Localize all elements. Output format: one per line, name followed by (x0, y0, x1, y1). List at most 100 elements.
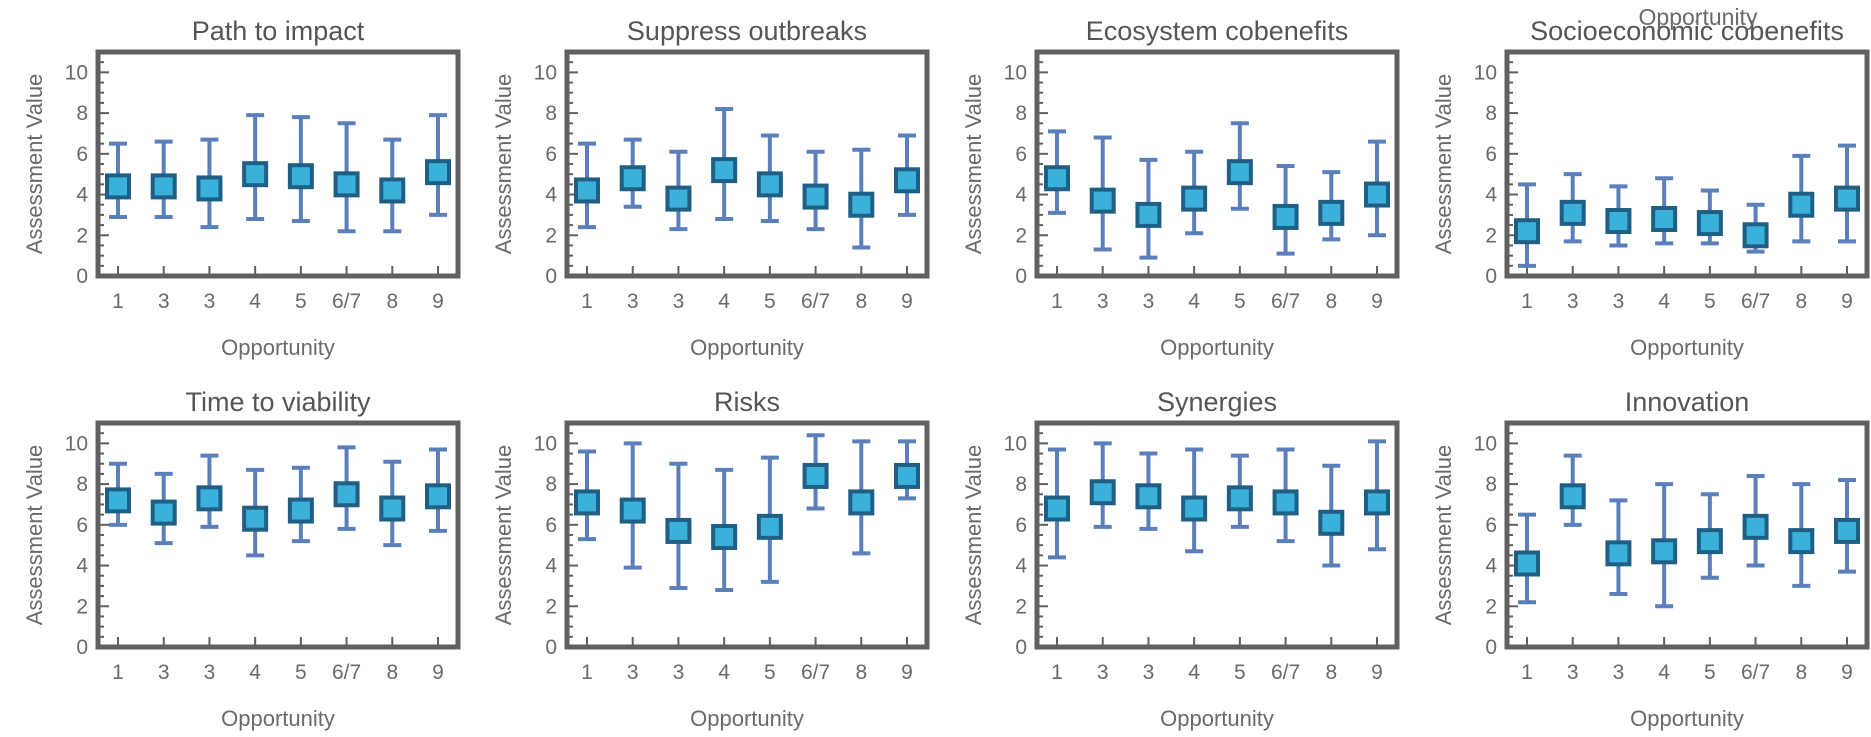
panel-3: Ecosystem cobenefits 0 2 4 6 8 10 1 3 3 4 5 6/7 8 9 Opp… (961, 16, 1400, 360)
x-tick-label: 3 (627, 661, 639, 684)
x-tick-label: 6/7 (332, 661, 361, 684)
x-tick-label: 6/7 (1271, 290, 1300, 313)
plot-frame (564, 49, 930, 279)
data-point (150, 173, 177, 200)
data-point (1696, 528, 1723, 555)
x-tick-label: 8 (1325, 661, 1337, 684)
y-tick-label: 6 (1485, 514, 1497, 537)
x-tick-label: 3 (204, 661, 216, 684)
data-point (242, 161, 269, 188)
x-tick-label: 9 (1841, 290, 1853, 313)
x-tick-label: 5 (295, 661, 307, 684)
y-tick-label: 10 (65, 432, 88, 455)
data-point (196, 175, 223, 202)
y-tick-label: 2 (76, 595, 88, 618)
x-axis-label: Opportunity (1160, 706, 1274, 731)
x-tick-label: 4 (1658, 661, 1670, 684)
plot-frame (1504, 420, 1870, 650)
data-point (1181, 185, 1208, 212)
data-point (894, 462, 920, 489)
x-tick-label: 1 (581, 661, 593, 684)
plot-frame (1504, 49, 1870, 279)
data-point (1135, 483, 1162, 510)
x-tick-label: 5 (1234, 290, 1246, 313)
data-point (1181, 495, 1208, 522)
x-tick-label: 1 (1051, 290, 1063, 313)
data-point (1272, 203, 1299, 230)
y-tick-label: 4 (76, 184, 88, 207)
y-tick-label: 6 (76, 143, 88, 166)
x-tick-label: 3 (204, 290, 216, 313)
data-point (1044, 495, 1070, 522)
y-tick-label: 10 (1004, 61, 1027, 84)
x-tick-label: 1 (581, 290, 593, 313)
x-tick-label: 8 (1795, 290, 1807, 313)
y-tick-label: 2 (76, 224, 88, 247)
x-tick-label: 4 (249, 290, 261, 313)
y-tick-label: 4 (1015, 555, 1027, 578)
x-tick-label: 3 (1097, 290, 1109, 313)
y-tick-label: 4 (1015, 184, 1027, 207)
data-point (1514, 550, 1540, 577)
x-tick-label: 5 (295, 290, 307, 313)
stray-opportunity-label: Opportunity (1639, 4, 1758, 30)
y-tick-label: 4 (1485, 184, 1497, 207)
data-point (1788, 191, 1815, 218)
y-tick-label: 6 (545, 143, 557, 166)
y-tick-label: 6 (545, 514, 557, 537)
x-tick-label: 9 (1371, 661, 1383, 684)
data-point (1044, 165, 1070, 192)
y-tick-label: 0 (1485, 265, 1497, 288)
x-tick-label: 8 (1325, 290, 1337, 313)
panel-title: Innovation (1625, 387, 1750, 417)
panel-title: Risks (714, 387, 780, 417)
x-tick-label: 6/7 (1741, 290, 1770, 313)
y-tick-label: 2 (545, 224, 557, 247)
x-tick-label: 1 (112, 661, 124, 684)
x-axis-label: Opportunity (221, 706, 335, 731)
x-tick-label: 5 (1704, 661, 1716, 684)
y-tick-label: 0 (76, 636, 88, 659)
data-point (1226, 159, 1253, 186)
y-tick-label: 6 (1015, 514, 1027, 537)
y-axis-label: Assessment Value (491, 74, 516, 255)
plot-frame (564, 420, 930, 650)
data-point (1318, 199, 1345, 226)
data-point (848, 191, 875, 218)
data-point (1226, 485, 1253, 512)
panel-title: Suppress outbreaks (627, 16, 867, 46)
y-tick-label: 4 (76, 555, 88, 578)
panel-title: Socioeconomic cobenefits (1530, 16, 1844, 46)
data-point (619, 165, 646, 192)
data-point (425, 483, 451, 510)
panel-8: Innovation 0 2 4 6 8 10 1 3 3 4 5 6/7 8 9 Opportunity As… (1431, 387, 1870, 731)
y-tick-label: 8 (545, 102, 557, 125)
x-axis-label: Opportunity (690, 706, 804, 731)
y-axis-label: Assessment Value (491, 445, 516, 626)
panel-title: Synergies (1157, 387, 1277, 417)
x-tick-label: 4 (718, 290, 730, 313)
y-axis-label: Assessment Value (1431, 74, 1456, 255)
data-point (1788, 528, 1815, 555)
data-point (333, 171, 360, 198)
x-tick-label: 3 (627, 290, 639, 313)
data-point (379, 495, 406, 522)
x-tick-label: 5 (1234, 661, 1246, 684)
panel-title: Path to impact (192, 16, 365, 46)
x-tick-label: 1 (112, 290, 124, 313)
x-tick-label: 5 (764, 661, 776, 684)
x-tick-label: 4 (718, 661, 730, 684)
y-tick-label: 2 (1015, 595, 1027, 618)
data-point (802, 462, 829, 489)
x-tick-label: 3 (1613, 661, 1625, 684)
data-point (1559, 483, 1586, 510)
data-point (574, 489, 600, 516)
x-tick-label: 8 (855, 661, 867, 684)
data-point (287, 497, 314, 524)
x-axis-label: Opportunity (1630, 335, 1744, 360)
y-tick-label: 8 (1485, 473, 1497, 496)
data-point (802, 183, 829, 210)
data-point (1272, 489, 1299, 516)
data-point (1834, 517, 1860, 544)
